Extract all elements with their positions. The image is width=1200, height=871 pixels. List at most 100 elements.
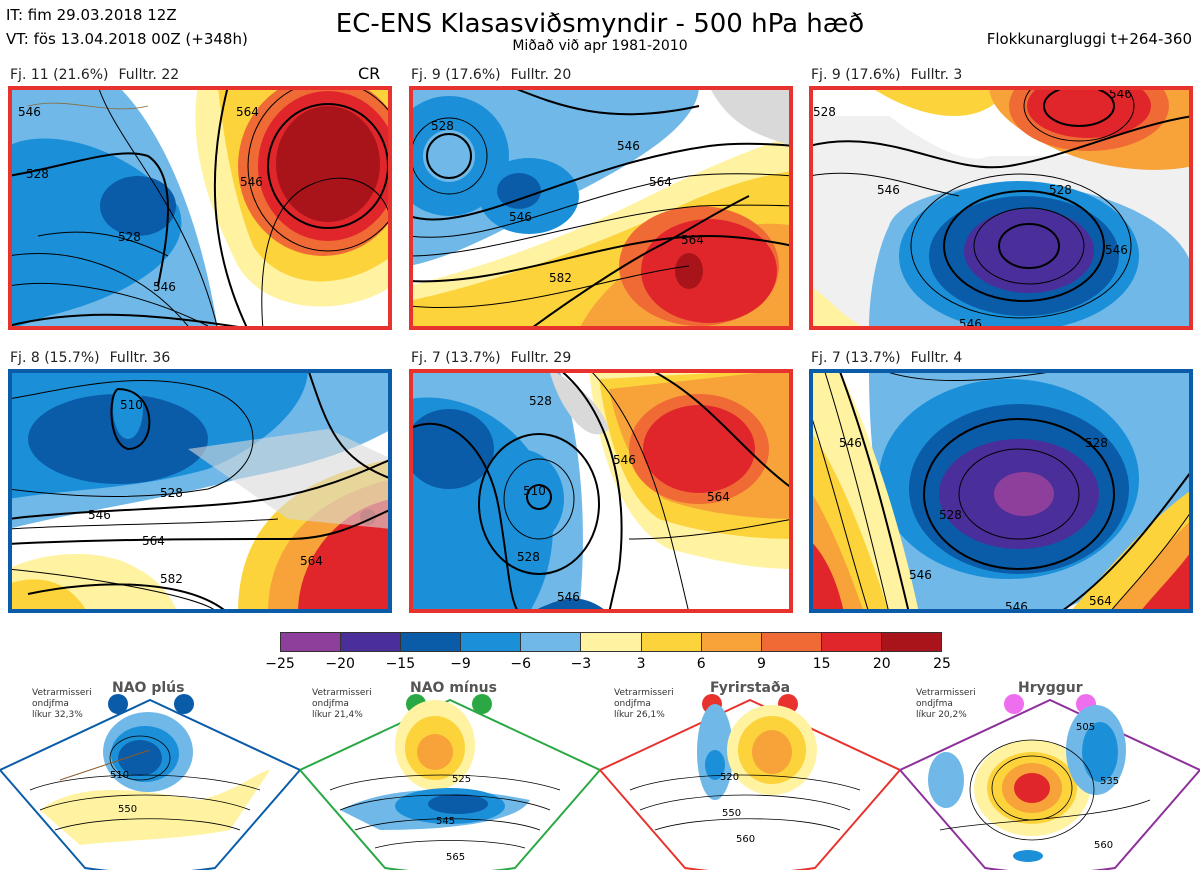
panel-2-contour-label: 528: [431, 119, 454, 133]
panel-5-contour-label: 564: [707, 490, 730, 504]
panel-4-contour-label: 510: [120, 398, 143, 412]
panel-2-cluster: Fj. 9 (17.6%): [411, 67, 501, 83]
panel-1-representative: Fulltr. 22: [118, 67, 180, 83]
colorbar-tick-label: −15: [385, 656, 416, 672]
panel-1-contour-label: 546: [18, 105, 41, 119]
colorbar-bin: [761, 633, 822, 651]
colorbar-bin: [521, 633, 582, 651]
colorbar-tick-label: −6: [510, 656, 532, 672]
regime-nao-minus-note: Vetrarmisseri ondjfma líkur 21,4%: [312, 688, 372, 720]
panel-2-contour-label: 564: [681, 233, 704, 247]
init-time: IT: fim 29.03.2018 12Z: [6, 6, 177, 24]
regime-ridge-note: Vetrarmisseri ondjfma líkur 20,2%: [916, 688, 976, 720]
cluster-map-5: 510 528 546 546 564 528: [409, 369, 793, 613]
panel-6-contour-label: 528: [939, 508, 962, 522]
panel-6-contour-label: 546: [909, 568, 932, 582]
panel-3-contour-label: 528: [1049, 183, 1072, 197]
panel-5-border: [409, 369, 793, 613]
panel-4-representative: Fulltr. 36: [109, 350, 171, 366]
panel-6-cluster: Fj. 7 (13.7%): [811, 350, 901, 366]
colorbar-bin: [581, 633, 642, 651]
colorbar-bin: [701, 633, 762, 651]
anomaly-colorbar: [280, 632, 942, 652]
panel-4-label: Fj. 8 (15.7%) Fulltr. 36: [10, 350, 180, 366]
panel-5-contour-label: 510: [523, 484, 546, 498]
panel-4-contour-label: 582: [160, 572, 183, 586]
panel-1-contour-label: 546: [240, 175, 263, 189]
panel-5-representative: Fulltr. 29: [510, 350, 572, 366]
regime-blocking-contour: 550: [722, 808, 741, 819]
colorbar-tick-label: 15: [812, 656, 831, 672]
panel-6-representative: Fulltr. 4: [910, 350, 963, 366]
regime-nao-plus-title: NAO plús: [112, 680, 185, 696]
panel-6-contour-label: 564: [1089, 594, 1112, 608]
panel-1-cluster: Fj. 11 (21.6%): [10, 67, 109, 83]
regime-nao-plus-note: Vetrarmisseri ondjfma líkur 32,3%: [32, 688, 92, 720]
panel-6-contour-label: 528: [1085, 436, 1108, 450]
panel-3-cluster: Fj. 9 (17.6%): [811, 67, 901, 83]
panel-1-regime-tag: CR: [358, 64, 381, 83]
regime-dot: [472, 694, 492, 714]
cluster-map-2: 528 546 546 564 564 582: [409, 86, 793, 330]
regime-ridge-title: Hryggur: [1018, 680, 1083, 696]
regime-blocking: Vetrarmisseri ondjfma líkur 26,1% Fyrirsta…: [600, 680, 900, 870]
colorbar-bin: [281, 633, 342, 651]
colorbar-tick-label: 25: [933, 656, 951, 672]
panel-6-contour-label: 546: [839, 436, 862, 450]
cluster-map-4: 510 528 546 564 582 564: [8, 369, 392, 613]
colorbar-bin: [821, 633, 882, 651]
colorbar-bin: [461, 633, 522, 651]
panel-3-representative: Fulltr. 3: [910, 67, 963, 83]
panel-2-contour-label: 546: [509, 210, 532, 224]
regime-blocking-contour: 520: [720, 772, 739, 783]
classification-window: Flokkunargluggi t+264-360: [986, 30, 1192, 48]
panel-5-contour-label: 528: [529, 394, 552, 408]
regime-ridge-contour: 560: [1094, 840, 1113, 851]
panel-4-contour-label: 564: [300, 554, 323, 568]
panel-2-contour-label: 546: [617, 139, 640, 153]
regime-blocking-note: Vetrarmisseri ondjfma líkur 26,1%: [614, 688, 674, 720]
colorbar-tick-label: 9: [756, 656, 766, 672]
colorbar-tick-label: −9: [450, 656, 471, 672]
regime-nao-plus-contour: 550: [118, 804, 137, 815]
panel-2-contour-label: 582: [549, 271, 572, 285]
panel-3-border: [809, 86, 1193, 330]
colorbar-bin: [881, 633, 942, 651]
panel-1-label: Fj. 11 (21.6%) Fulltr. 22: [10, 67, 189, 83]
panel-1-contour-label: 528: [118, 230, 141, 244]
regime-nao-minus-contour: 525: [452, 774, 471, 785]
panel-6-label: Fj. 7 (13.7%) Fulltr. 4: [811, 350, 972, 366]
regime-ridge-contour: 505: [1076, 722, 1095, 733]
regime-dot: [174, 694, 194, 714]
regime-dot: [1004, 694, 1024, 714]
regime-blocking-title: Fyrirstaða: [710, 680, 791, 696]
colorbar-bin: [341, 633, 402, 651]
regime-blocking-contour: 560: [736, 834, 755, 845]
regime-nao-minus-contour: 545: [436, 816, 455, 827]
colorbar-bin: [401, 633, 462, 651]
regime-nao-minus-title: NAO mínus: [410, 680, 497, 696]
panel-6-border: [809, 369, 1193, 613]
panel-1-contour-label: 528: [26, 167, 49, 181]
panel-5-cluster: Fj. 7 (13.7%): [411, 350, 501, 366]
panel-3-label: Fj. 9 (17.6%) Fulltr. 3: [811, 67, 972, 83]
panel-1-border: [8, 86, 392, 330]
cluster-map-3: 528 546 528 546 546 546: [809, 86, 1193, 330]
colorbar-tick-label: −20: [325, 656, 355, 672]
regime-dot: [108, 694, 128, 714]
panel-5-contour-label: 546: [613, 453, 636, 467]
panel-5-contour-label: 546: [557, 590, 580, 604]
colorbar-bin: [641, 633, 702, 651]
panel-5-label: Fj. 7 (13.7%) Fulltr. 29: [411, 350, 581, 366]
regime-nao-plus-contour: 510: [110, 770, 129, 781]
panel-4-cluster: Fj. 8 (15.7%): [10, 350, 100, 366]
page-subtitle: Miðað við apr 1981-2010: [512, 38, 688, 54]
panel-5-contour-label: 528: [517, 550, 540, 564]
panel-3-contour-label: 546: [1109, 87, 1132, 101]
colorbar-tick-label: 20: [872, 656, 891, 672]
colorbar-tick-label: 6: [696, 656, 706, 672]
cluster-map-1: 546 528 528 546 564 546: [8, 86, 392, 330]
regime-nao-plus: Vetrarmisseri ondjfma líkur 32,3% NAO plús…: [0, 680, 300, 870]
page-title: EC-ENS Klasasviðsmyndir - 500 hPa hæð: [335, 9, 865, 39]
panel-1-contour-label: 564: [236, 105, 259, 119]
